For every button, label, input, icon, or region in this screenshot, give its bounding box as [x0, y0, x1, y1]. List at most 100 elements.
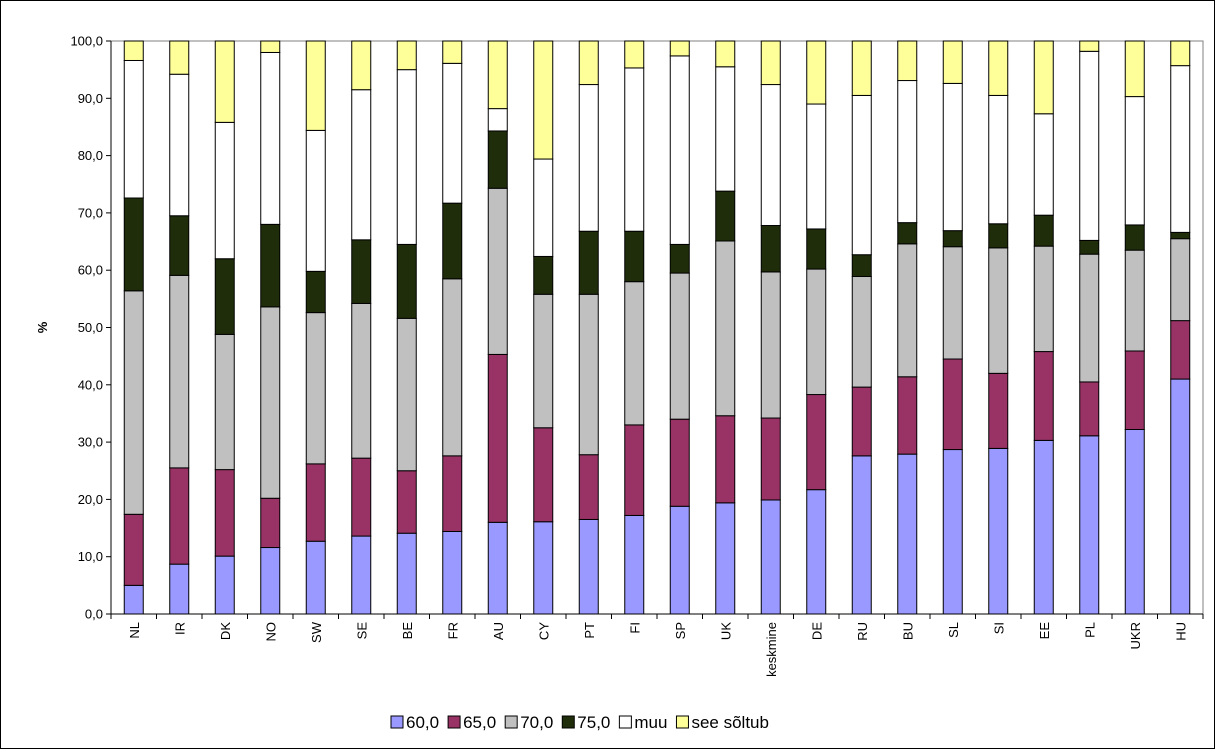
bar-segment-NL-series-5 — [123, 59, 144, 199]
bar-segment-IR-series-6 — [169, 40, 190, 75]
bar-segment-UK-series-2 — [715, 415, 736, 504]
bar-segment-BU-series-4 — [897, 222, 918, 245]
bar-segment-UK-series-6 — [715, 40, 736, 68]
bar-segment-CY-series-6 — [533, 40, 554, 160]
bar-segment-BE-series-1 — [396, 532, 417, 615]
bar-segment-PL-series-3 — [1079, 253, 1100, 383]
bar-segment-IR-series-2 — [169, 467, 190, 565]
x-tick-label-keskmine: keskmine — [764, 622, 779, 677]
bar-segment-NO-series-3 — [260, 306, 281, 499]
bar-segment-NO-series-6 — [260, 40, 281, 53]
bar-segment-UKR-series-2 — [1124, 350, 1145, 430]
y-tick-label: 60,0 — [78, 263, 103, 278]
bar-segment-AU-series-6 — [487, 40, 508, 110]
bar-segment-FI-series-6 — [624, 40, 645, 69]
bar-segment-NO-series-2 — [260, 497, 281, 549]
bar-segment-FR-series-6 — [442, 40, 463, 64]
bar-segment-UKR-series-1 — [1124, 428, 1145, 615]
bar-segment-keskmine-series-4 — [760, 225, 781, 273]
bar-segment-RU-series-4 — [851, 254, 872, 278]
bar-segment-SE-series-5 — [351, 89, 372, 241]
bar-segment-BE-series-6 — [396, 40, 417, 71]
bar-segment-SW-series-3 — [305, 312, 326, 465]
bar-segment-SE-series-3 — [351, 302, 372, 459]
bar-segment-PT-series-3 — [578, 293, 599, 456]
bar-segment-PL-series-6 — [1079, 40, 1100, 52]
bar-segment-CY-series-5 — [533, 158, 554, 257]
bar-segment-HU-series-1 — [1170, 378, 1191, 615]
bar-segment-BU-series-5 — [897, 80, 918, 224]
bar-segment-UKR-series-3 — [1124, 249, 1145, 352]
bar-segment-SL-series-2 — [942, 358, 963, 451]
y-tick-label: 10,0 — [78, 549, 103, 564]
bar-segment-SI-series-3 — [988, 247, 1009, 374]
legend-swatch-6 — [675, 715, 689, 729]
bar-segment-EE-series-3 — [1033, 245, 1054, 353]
bar-segment-AU-series-5 — [487, 108, 508, 132]
bar-segment-BU-series-1 — [897, 453, 918, 615]
bar-segment-NO-series-5 — [260, 51, 281, 225]
bar-segment-SI-series-2 — [988, 372, 1009, 449]
y-tick-label: 20,0 — [78, 492, 103, 507]
bar-segment-SW-series-4 — [305, 270, 326, 314]
bar-segment-HU-series-6 — [1170, 40, 1191, 67]
bar-segment-FR-series-4 — [442, 202, 463, 280]
x-tick-label-SW: SW — [309, 621, 324, 643]
x-tick-label-PL: PL — [1082, 622, 1097, 638]
bar-segment-BU-series-2 — [897, 376, 918, 455]
legend-label-6: see sõltub — [691, 713, 769, 732]
bar-segment-EE-series-4 — [1033, 214, 1054, 247]
y-tick-label: 70,0 — [78, 205, 103, 220]
bar-segment-AU-series-3 — [487, 187, 508, 355]
bar-segment-RU-series-1 — [851, 455, 872, 615]
y-axis-label: % — [35, 321, 50, 333]
bar-segment-FI-series-1 — [624, 514, 645, 615]
legend-swatch-5 — [618, 715, 632, 729]
bar-segment-SP-series-5 — [669, 55, 690, 245]
x-tick-label-EE: EE — [1037, 622, 1052, 640]
bar-segment-UK-series-1 — [715, 502, 736, 615]
bar-segment-NO-series-4 — [260, 223, 281, 308]
bar-segment-PL-series-5 — [1079, 50, 1100, 241]
bar-segment-SE-series-6 — [351, 40, 372, 91]
bar-segment-DK-series-4 — [214, 258, 235, 335]
bar-segment-AU-series-1 — [487, 521, 508, 615]
bar-segment-SP-series-1 — [669, 505, 690, 615]
bar-segment-SL-series-1 — [942, 449, 963, 615]
bar-segment-SL-series-5 — [942, 82, 963, 232]
y-tick-label: 80,0 — [78, 148, 103, 163]
bar-segment-PT-series-6 — [578, 40, 599, 86]
legend-swatch-4 — [561, 715, 575, 729]
bar-segment-NL-series-4 — [123, 197, 144, 292]
bar-segment-NL-series-3 — [123, 290, 144, 515]
y-tick-label: 90,0 — [78, 91, 103, 106]
bar-segment-UKR-series-5 — [1124, 96, 1145, 226]
bar-segment-keskmine-series-3 — [760, 271, 781, 419]
bar-segment-FR-series-2 — [442, 455, 463, 532]
legend-label-3: 70,0 — [520, 713, 553, 732]
x-tick-label-UKR: UKR — [1128, 622, 1143, 649]
bar-segment-RU-series-5 — [851, 94, 872, 256]
bar-segment-HU-series-3 — [1170, 238, 1191, 322]
bar-segment-FI-series-5 — [624, 67, 645, 232]
x-tick-label-NO: NO — [263, 622, 278, 642]
bar-segment-NO-series-1 — [260, 547, 281, 615]
x-tick-label-AU: AU — [491, 622, 506, 640]
bar-segment-BE-series-2 — [396, 470, 417, 534]
bar-segment-DK-series-6 — [214, 40, 235, 123]
bar-segment-SW-series-5 — [305, 129, 326, 272]
bar-segment-PT-series-5 — [578, 84, 599, 232]
bar-segment-SL-series-6 — [942, 40, 963, 84]
y-tick-label: 0,0 — [85, 607, 103, 622]
legend-label-1: 60,0 — [406, 713, 439, 732]
bar-segment-EE-series-6 — [1033, 40, 1054, 115]
x-tick-label-FR: FR — [445, 622, 460, 639]
x-tick-label-RU: RU — [855, 622, 870, 641]
x-tick-label-HU: HU — [1173, 622, 1188, 641]
bar-segment-IR-series-1 — [169, 563, 190, 615]
bar-segment-PT-series-1 — [578, 518, 599, 615]
bar-segment-keskmine-series-1 — [760, 499, 781, 615]
bar-segment-CY-series-2 — [533, 427, 554, 523]
bar-segment-RU-series-6 — [851, 40, 872, 96]
bar-segment-NL-series-6 — [123, 40, 144, 61]
